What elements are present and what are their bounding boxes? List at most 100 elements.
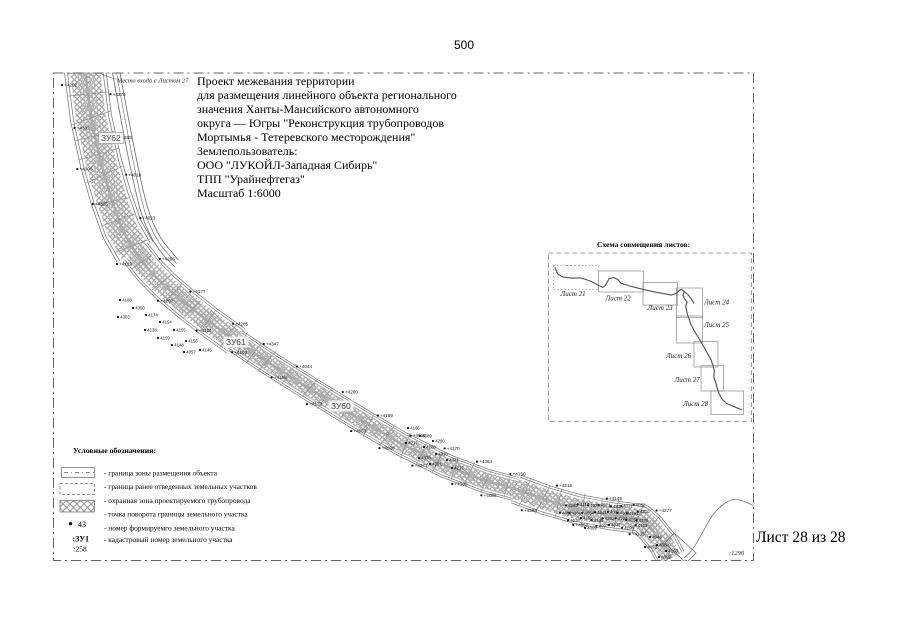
svg-text:4303: 4303 [120, 315, 130, 320]
svg-text:+4295: +4295 [162, 257, 175, 262]
svg-text:- точка поворота границы земел: - точка поворота границы земельного учас… [104, 509, 248, 518]
svg-text:4240: 4240 [568, 503, 578, 508]
svg-text:ЗУ62: ЗУ62 [101, 133, 121, 143]
svg-text:4310: 4310 [640, 509, 650, 514]
svg-text:+4150: +4150 [513, 472, 526, 477]
svg-text:Лист 27: Лист 27 [674, 376, 701, 384]
svg-text:+4098: +4098 [382, 446, 395, 451]
svg-text:4054: 4054 [585, 510, 595, 515]
svg-text:+4102: +4102 [234, 350, 247, 355]
svg-text:+4053: +4053 [353, 429, 366, 434]
svg-text:4201: 4201 [432, 462, 442, 467]
svg-text::258: :258 [74, 545, 87, 554]
svg-text:4392: 4392 [661, 555, 671, 560]
svg-text:+4177: +4177 [193, 289, 206, 294]
svg-text:4092: 4092 [647, 545, 657, 550]
svg-text:4174: 4174 [148, 313, 158, 318]
svg-text:- граница ранее отведенных зем: - граница ранее отведенных земельных уча… [104, 482, 257, 491]
svg-text:4145: 4145 [202, 348, 212, 353]
svg-text:4016: 4016 [438, 452, 448, 457]
svg-text:Условные обозначения:: Условные обозначения: [73, 446, 156, 455]
svg-text:+4189: +4189 [380, 413, 393, 418]
svg-text:+4332: +4332 [77, 126, 90, 131]
svg-text:+4109: +4109 [455, 482, 468, 487]
svg-text:+4018: +4018 [128, 172, 141, 177]
svg-text:Место входа с Листом 27: Место входа с Листом 27 [116, 78, 189, 85]
svg-text:+4129: +4129 [119, 262, 132, 267]
svg-text:4047: 4047 [611, 523, 621, 528]
svg-text:Лист 26: Лист 26 [665, 352, 692, 360]
svg-text:+4171: +4171 [415, 463, 428, 468]
svg-text:4222: 4222 [454, 466, 464, 471]
svg-text::ЗУ1: :ЗУ1 [73, 535, 90, 544]
svg-text:Лист 21: Лист 21 [560, 290, 586, 298]
svg-text:43: 43 [78, 520, 86, 529]
svg-text:- номер формируемго земельного: - номер формируемго земельного участка [104, 523, 235, 532]
svg-text:4158: 4158 [583, 516, 593, 521]
svg-text:Лист 28: Лист 28 [682, 400, 709, 408]
svg-text:Схема совмещения листов:: Схема совмещения листов: [597, 240, 690, 249]
svg-text:+4023: +4023 [142, 216, 155, 221]
svg-text:+4395: +4395 [524, 508, 537, 513]
svg-text:+4216: +4216 [559, 483, 572, 488]
svg-text:4113: 4113 [580, 502, 590, 507]
svg-text:+4285: +4285 [235, 321, 248, 326]
svg-text:4366: 4366 [572, 510, 582, 515]
svg-text:4241: 4241 [597, 510, 607, 515]
svg-text:4099: 4099 [587, 526, 597, 531]
svg-text:4048: 4048 [652, 535, 662, 540]
svg-text:+4306: +4306 [80, 167, 93, 172]
svg-text:4166: 4166 [410, 426, 420, 431]
svg-text:4020: 4020 [590, 503, 600, 508]
svg-text:+4376: +4376 [113, 92, 126, 97]
svg-text:+4173: +4173 [309, 402, 322, 407]
svg-text:4288: 4288 [426, 445, 436, 450]
svg-text:+4325: +4325 [95, 202, 108, 207]
svg-text:4057: 4057 [186, 350, 196, 355]
svg-text:4027: 4027 [610, 509, 620, 514]
svg-text:+4347: +4347 [266, 342, 279, 347]
svg-text:4138: 4138 [147, 328, 157, 333]
svg-text:4378: 4378 [421, 456, 431, 461]
svg-text:4071: 4071 [623, 504, 633, 509]
svg-text:4271: 4271 [601, 502, 611, 507]
svg-text:4108: 4108 [122, 298, 132, 303]
svg-text:4341: 4341 [449, 458, 459, 463]
svg-text::1298: :1298 [729, 550, 745, 557]
svg-text:ЗУ61: ЗУ61 [226, 337, 246, 347]
svg-text:4124: 4124 [618, 516, 628, 521]
svg-text:+4104: +4104 [199, 328, 212, 333]
svg-text:4190: 4190 [624, 525, 634, 530]
svg-text:4339: 4339 [620, 511, 630, 516]
svg-text:4155: 4155 [176, 328, 186, 333]
svg-text:4156: 4156 [188, 339, 198, 344]
svg-text:4276: 4276 [570, 518, 580, 523]
svg-text:Лист 25: Лист 25 [703, 321, 730, 329]
svg-text:4191: 4191 [629, 511, 639, 516]
svg-text:ЗУ60: ЗУ60 [331, 401, 351, 411]
svg-text:4335: 4335 [594, 518, 604, 523]
svg-text:- кадастровый номер земельного: - кадастровый номер земельного участка [104, 535, 233, 544]
svg-text:+4168: +4168 [274, 375, 287, 380]
svg-text:4217: 4217 [408, 441, 418, 446]
svg-text:4362: 4362 [562, 510, 572, 515]
svg-text:4159: 4159 [160, 336, 170, 341]
svg-text:+4352: +4352 [575, 523, 588, 528]
svg-text:- охранная зона проектируемого: - охранная зона проектируемого трубопров… [104, 496, 251, 505]
svg-text:4097: 4097 [599, 523, 609, 528]
svg-text:+4135: +4135 [632, 532, 645, 537]
svg-text:4328: 4328 [613, 504, 623, 509]
svg-text:4052: 4052 [636, 503, 646, 508]
svg-text:4154: 4154 [162, 320, 172, 325]
svg-text:4176: 4176 [639, 518, 649, 523]
svg-text:4350: 4350 [135, 306, 145, 311]
svg-text:+4265: +4265 [119, 135, 132, 140]
svg-text:- граница зоны размещения объе: - граница зоны размещения объекта [104, 469, 218, 478]
svg-text:4089: 4089 [422, 434, 432, 439]
svg-text:+4202: +4202 [64, 83, 77, 88]
svg-text:4153: 4153 [638, 523, 648, 528]
svg-text:+4277: +4277 [659, 508, 672, 513]
svg-text:Лист 22: Лист 22 [605, 295, 632, 303]
svg-text:Лист 24: Лист 24 [703, 299, 730, 307]
svg-text:4051: 4051 [629, 518, 639, 523]
